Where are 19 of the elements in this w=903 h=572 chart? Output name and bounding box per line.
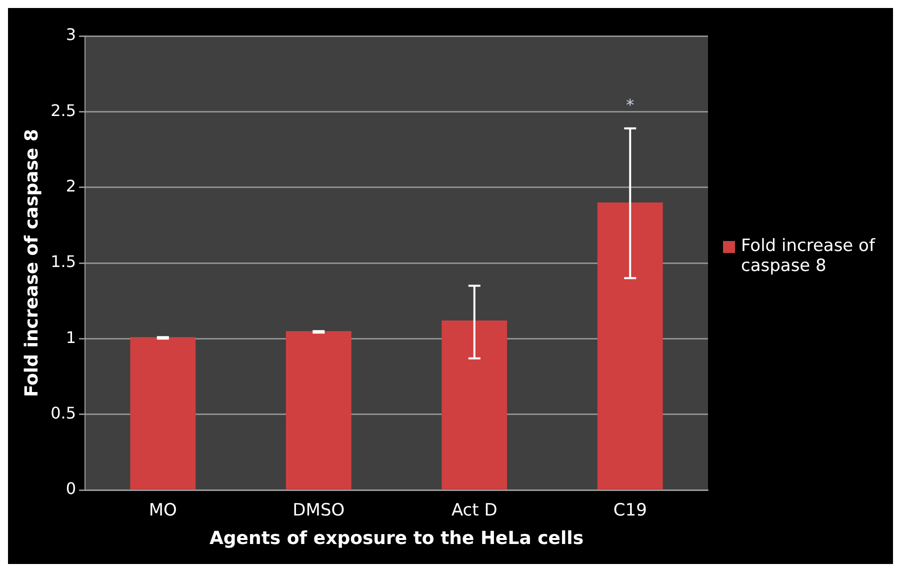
y-tick-label: 1 [66,328,76,347]
x-tick-label: Act D [451,500,498,521]
y-tick-label: 2 [66,176,76,196]
legend-label: Fold increase of caspase 8 [741,236,876,276]
y-tick-label: 3 [66,25,76,44]
x-tick-label: C19 [613,500,647,521]
bar [286,331,352,490]
y-tick-label: 2.5 [50,100,76,120]
bar [442,320,508,490]
x-axis-title: Agents of exposure to the HeLa cells [209,528,584,549]
x-tick-label: DMSO [292,500,345,521]
bar [130,337,196,490]
y-tick-label: 1.5 [50,252,76,272]
annotation: * [626,95,634,114]
y-tick-label: 0 [66,479,76,498]
x-tick-label: MO [148,500,177,521]
y-axis-title: Fold increase of caspase 8 [21,128,42,398]
y-tick-label: 0.5 [50,403,76,422]
bar [597,202,663,490]
